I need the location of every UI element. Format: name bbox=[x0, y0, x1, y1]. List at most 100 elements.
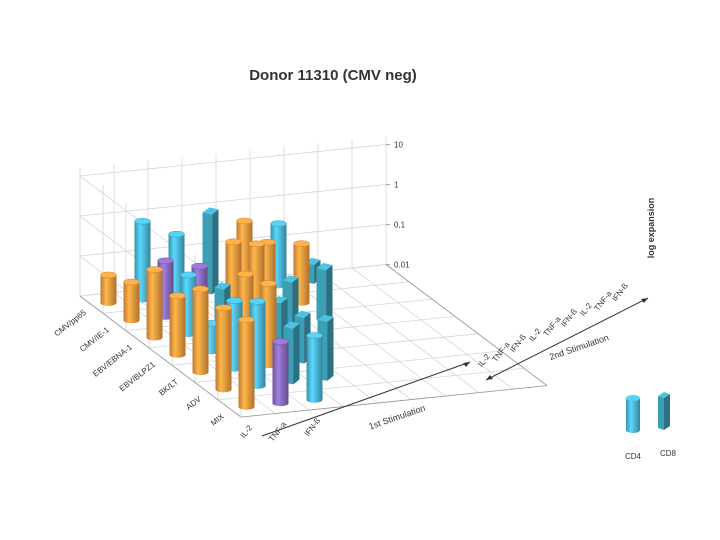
bar-cap bbox=[192, 285, 209, 293]
bar-cap bbox=[225, 238, 242, 245]
bar-side-face bbox=[212, 209, 219, 295]
chart-title: Donor 11310 (CMV neg) bbox=[249, 67, 417, 84]
bar bbox=[215, 304, 232, 393]
axis-line bbox=[240, 385, 548, 418]
legend-swatch-cd8-side bbox=[664, 394, 670, 430]
bar-cap bbox=[168, 230, 185, 238]
grid-line bbox=[351, 267, 514, 390]
z-tick-label: 0.01 bbox=[394, 261, 410, 270]
bar-top-face bbox=[214, 282, 231, 290]
bar bbox=[272, 338, 289, 407]
antigen-label: MIX bbox=[209, 411, 226, 427]
second-stimulation-arrow bbox=[485, 297, 649, 381]
grid-line bbox=[317, 271, 480, 393]
bar-top-face bbox=[317, 314, 334, 322]
bar-cap bbox=[123, 278, 140, 286]
bar-body bbox=[100, 274, 117, 306]
antigen-label: ADV bbox=[184, 394, 203, 412]
bar-cap bbox=[226, 297, 243, 304]
bar-cap bbox=[238, 316, 255, 323]
legend-label-cd4: CD4 bbox=[625, 452, 642, 461]
bar-cap bbox=[146, 266, 163, 273]
bar-cap bbox=[237, 270, 254, 278]
legend-swatch-cd8-top bbox=[658, 392, 670, 398]
bar-side-face bbox=[293, 323, 300, 385]
bar-cap bbox=[100, 271, 117, 279]
bar bbox=[146, 266, 163, 341]
bar-cap bbox=[270, 220, 287, 227]
first-stimulation-tick: IL-2 bbox=[239, 423, 255, 440]
first-stimulation-arrowhead bbox=[463, 362, 470, 367]
bar bbox=[282, 275, 299, 326]
legend-item-cd4: CD4 bbox=[625, 395, 642, 461]
bar-body bbox=[146, 269, 163, 341]
bar-cap bbox=[249, 298, 266, 305]
bar-top-face bbox=[316, 262, 333, 270]
first-stimulation-tick: IFN-ß bbox=[303, 416, 323, 438]
z-axis-label: log expansion bbox=[646, 198, 656, 259]
bar-body bbox=[306, 335, 323, 403]
bar-cap bbox=[169, 292, 186, 299]
second-stimulation-tick: IFN-ß bbox=[508, 333, 528, 355]
second-stimulation-arrowhead-start bbox=[486, 375, 493, 380]
axis-line bbox=[385, 264, 548, 386]
antigen-label: EBV/EBNA-1 bbox=[91, 342, 134, 378]
second-stimulation-tick: IL-2 bbox=[578, 301, 594, 318]
legend-swatch-cd8 bbox=[658, 396, 664, 430]
grid-line bbox=[79, 184, 387, 217]
bar-cap bbox=[306, 332, 323, 339]
legend: CD4 CD8 bbox=[625, 392, 677, 461]
first-stimulation-label: 1st Stimulation bbox=[367, 403, 426, 432]
bar bbox=[306, 332, 323, 403]
second-stimulation-tick: IL-2 bbox=[476, 352, 492, 369]
bar-cap bbox=[293, 240, 310, 247]
bar-body bbox=[215, 307, 232, 393]
bar bbox=[192, 285, 209, 376]
bar-side-face bbox=[327, 316, 334, 381]
bar-front-face bbox=[316, 267, 327, 322]
bar bbox=[123, 278, 140, 324]
bar-body bbox=[169, 295, 186, 358]
legend-swatch-cd4 bbox=[626, 398, 640, 433]
bar-body bbox=[238, 319, 255, 410]
bar-cap bbox=[272, 338, 289, 345]
grid-line bbox=[79, 144, 387, 177]
axis-line bbox=[79, 295, 242, 418]
antigen-label: CMV/IE-1 bbox=[78, 325, 111, 354]
first-stimulation-tick: TNF-a bbox=[267, 419, 288, 443]
bar-cap bbox=[260, 280, 277, 287]
bar bbox=[100, 271, 117, 306]
bar-cap bbox=[157, 257, 174, 265]
bar bbox=[316, 262, 333, 322]
legend-label-cd8: CD8 bbox=[660, 449, 677, 458]
second-stimulation-tick: IFN-ß bbox=[559, 307, 579, 329]
second-stimulation-tick: TNF-a bbox=[593, 289, 614, 313]
z-tick-label: 0,1 bbox=[394, 221, 406, 230]
bar-body bbox=[123, 282, 140, 324]
bar-top-face bbox=[283, 321, 300, 329]
bar-side-face bbox=[292, 277, 299, 326]
first-stimulation-arrow bbox=[261, 361, 471, 437]
bars bbox=[100, 207, 334, 410]
bar-top-face bbox=[202, 207, 219, 215]
bar bbox=[169, 292, 186, 358]
legend-item-cd8: CD8 bbox=[658, 392, 677, 458]
antigen-label: BK/LT bbox=[157, 377, 180, 397]
bar-cap bbox=[191, 262, 208, 270]
legend-swatch-cd4-cap bbox=[626, 395, 640, 401]
z-tick-label: 10 bbox=[394, 141, 403, 150]
bar-top-face bbox=[282, 275, 299, 283]
second-stimulation-label: 2nd Stimulation bbox=[548, 332, 610, 362]
second-stimulation-tick: IFN-ß bbox=[610, 282, 630, 304]
bar-top-face bbox=[294, 310, 311, 318]
z-tick-label: 1 bbox=[394, 181, 399, 190]
bar-cap bbox=[134, 217, 151, 225]
z-axis-ticks: 0.01 0,1 1 10 bbox=[386, 141, 410, 270]
grid-line bbox=[217, 367, 525, 401]
second-stimulation-arrowhead bbox=[641, 298, 648, 303]
bar-cap bbox=[236, 217, 253, 225]
bar-body bbox=[272, 341, 289, 407]
second-stimulation-tick: IL-2 bbox=[527, 326, 543, 343]
